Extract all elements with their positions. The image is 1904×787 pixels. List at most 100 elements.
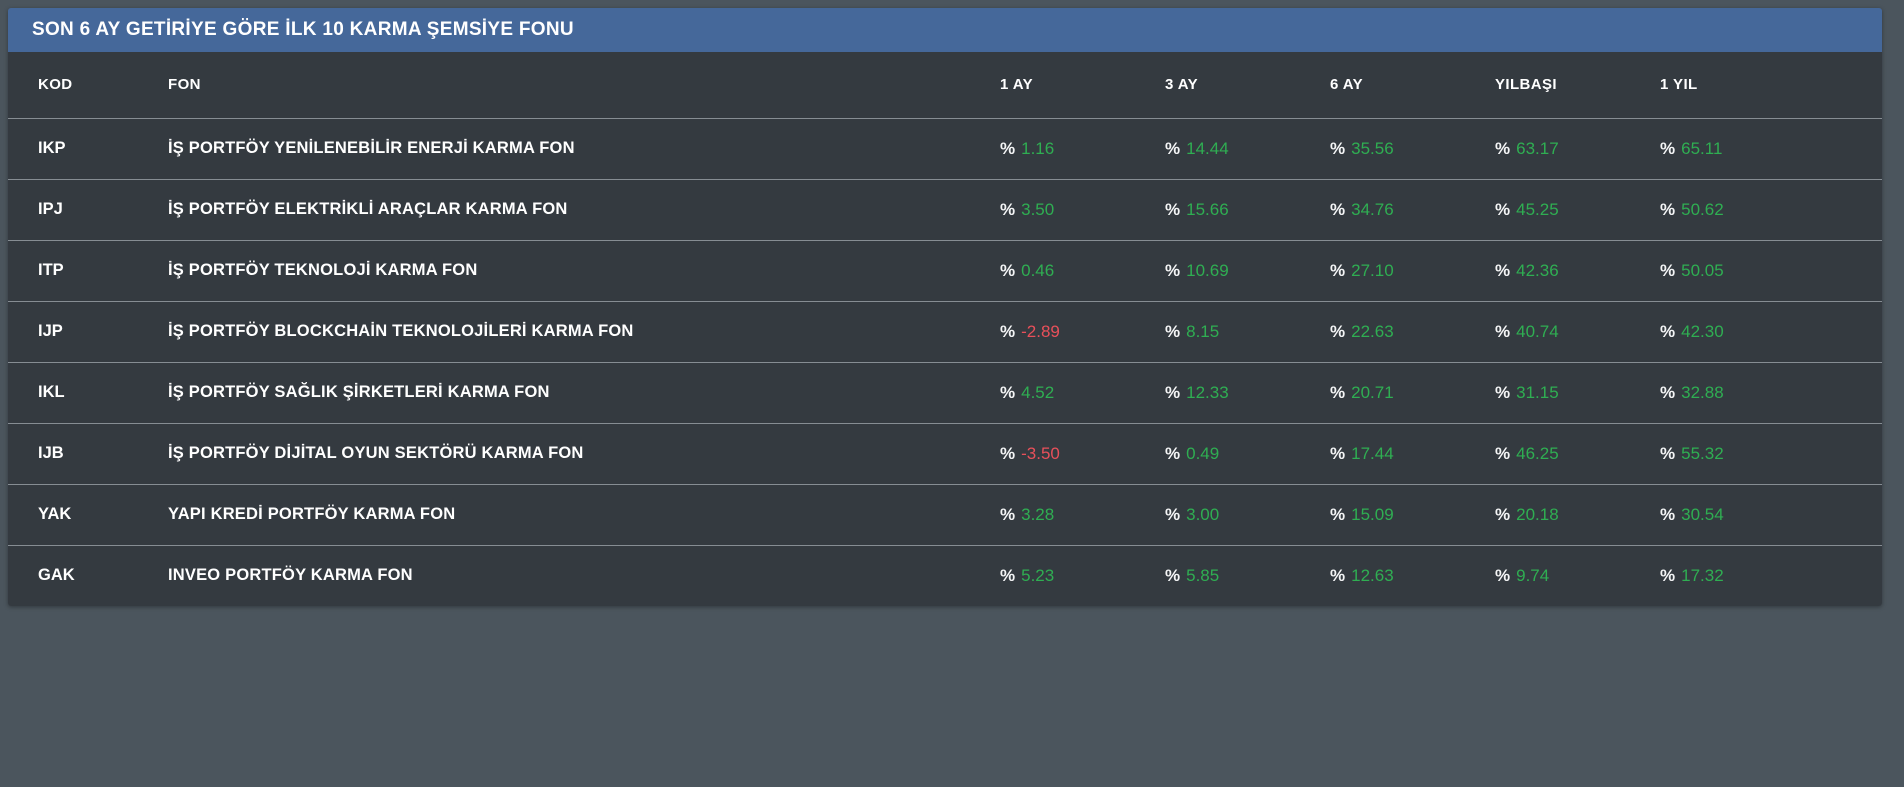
- percent-sign: %: [1495, 138, 1511, 158]
- return-value: 63.17: [1516, 138, 1559, 158]
- return-value-col-0: % 1.16: [1000, 118, 1165, 179]
- return-value: 42.36: [1516, 260, 1559, 280]
- percent-sign: %: [1165, 565, 1181, 585]
- fund-code: IJB: [38, 444, 64, 462]
- table-body: IKP İŞ PORTFÖY YENİLENEBİLİR ENERJİ KARMA…: [8, 118, 1882, 606]
- return-value: 0.49: [1186, 443, 1220, 463]
- return-value-col-3: % 9.74: [1495, 545, 1660, 606]
- return-value-col-0: % 3.50: [1000, 179, 1165, 240]
- header-row: KOD FON 1 AY 3 AY 6 AY YILBAŞI 1 YIL: [8, 52, 1882, 118]
- percent-sign: %: [1660, 260, 1676, 280]
- percent-sign: %: [1495, 321, 1511, 341]
- return-value: 10.69: [1186, 260, 1229, 280]
- percent-sign: %: [1495, 565, 1511, 585]
- return-value: 55.32: [1681, 443, 1724, 463]
- fund-name: İŞ PORTFÖY ELEKTRİKLİ ARAÇLAR KARMA FON: [168, 200, 568, 218]
- table-row[interactable]: IPJ İŞ PORTFÖY ELEKTRİKLİ ARAÇLAR KARMA F…: [8, 179, 1882, 240]
- percent-sign: %: [1330, 321, 1346, 341]
- fund-code: YAK: [38, 505, 72, 523]
- fund-code: IKL: [38, 383, 65, 401]
- return-value: 4.52: [1021, 382, 1055, 402]
- return-value-col-2: % 27.10: [1330, 240, 1495, 301]
- return-value: 50.05: [1681, 260, 1724, 280]
- percent-sign: %: [1000, 260, 1016, 280]
- return-value: 42.30: [1681, 321, 1724, 341]
- return-value: 5.85: [1186, 565, 1220, 585]
- return-value-col-4: % 32.88: [1660, 362, 1882, 423]
- return-value: 34.76: [1351, 199, 1394, 219]
- return-value-col-2: % 22.63: [1330, 301, 1495, 362]
- fund-name: İŞ PORTFÖY SAĞLIK ŞİRKETLERİ KARMA FON: [168, 383, 550, 401]
- return-value-col-3: % 42.36: [1495, 240, 1660, 301]
- return-value: 27.10: [1351, 260, 1394, 280]
- percent-sign: %: [1660, 565, 1676, 585]
- return-value-col-0: % 5.23: [1000, 545, 1165, 606]
- column-header-4: 6 AY: [1330, 76, 1364, 94]
- column-header-2: 1 AY: [1000, 76, 1034, 94]
- percent-sign: %: [1330, 443, 1346, 463]
- return-value: 20.18: [1516, 504, 1559, 524]
- table-row[interactable]: IKL İŞ PORTFÖY SAĞLIK ŞİRKETLERİ KARMA FO…: [8, 362, 1882, 423]
- return-value-col-2: % 12.63: [1330, 545, 1495, 606]
- return-value-col-2: % 15.09: [1330, 484, 1495, 545]
- column-header-6: 1 YIL: [1660, 76, 1698, 94]
- table-row[interactable]: IJB İŞ PORTFÖY DİJİTAL OYUN SEKTÖRÜ KARMA…: [8, 423, 1882, 484]
- return-value-col-4: % 42.30: [1660, 301, 1882, 362]
- table-row[interactable]: GAK INVEO PORTFÖY KARMA FON% 5.23% 5.85% 12.…: [8, 545, 1882, 606]
- return-value: 12.63: [1351, 565, 1394, 585]
- return-value: 40.74: [1516, 321, 1559, 341]
- fund-name: İŞ PORTFÖY DİJİTAL OYUN SEKTÖRÜ KARMA FO…: [168, 444, 584, 462]
- percent-sign: %: [1495, 382, 1511, 402]
- fund-code: GAK: [38, 566, 75, 585]
- return-value-col-1: % 3.00: [1165, 484, 1330, 545]
- return-value: 5.23: [1021, 565, 1055, 585]
- return-value-col-3: % 40.74: [1495, 301, 1660, 362]
- return-value-col-2: % 20.71: [1330, 362, 1495, 423]
- return-value: 22.63: [1351, 321, 1394, 341]
- return-value-col-1: % 15.66: [1165, 179, 1330, 240]
- return-value: 3.28: [1021, 504, 1055, 524]
- return-value: 15.09: [1351, 504, 1394, 524]
- percent-sign: %: [1000, 504, 1016, 524]
- return-value: 9.74: [1516, 565, 1550, 585]
- percent-sign: %: [1330, 138, 1346, 158]
- return-value: 45.25: [1516, 199, 1559, 219]
- fund-code: ITP: [38, 261, 64, 279]
- return-value: -3.50: [1021, 443, 1060, 463]
- return-value: 1.16: [1021, 138, 1055, 158]
- percent-sign: %: [1165, 138, 1181, 158]
- fund-table: KOD FON 1 AY 3 AY 6 AY YILBAŞI 1 YIL IKP İŞ POR…: [8, 52, 1882, 606]
- table-row[interactable]: IKP İŞ PORTFÖY YENİLENEBİLİR ENERJİ KARMA…: [8, 118, 1882, 179]
- return-value-col-4: % 55.32: [1660, 423, 1882, 484]
- percent-sign: %: [1660, 138, 1676, 158]
- percent-sign: %: [1495, 199, 1511, 219]
- return-value-col-3: % 31.15: [1495, 362, 1660, 423]
- return-value-col-1: % 12.33: [1165, 362, 1330, 423]
- return-value-col-0: % 0.46: [1000, 240, 1165, 301]
- return-value: 50.62: [1681, 199, 1724, 219]
- percent-sign: %: [1165, 260, 1181, 280]
- fund-name: İŞ PORTFÖY BLOCKCHAİN TEKNOLOJİLERİ KARM…: [168, 322, 634, 340]
- fund-name: İŞ PORTFÖY TEKNOLOJİ KARMA FON: [168, 261, 478, 279]
- percent-sign: %: [1000, 321, 1016, 341]
- return-value-col-1: % 0.49: [1165, 423, 1330, 484]
- percent-sign: %: [1165, 504, 1181, 524]
- percent-sign: %: [1330, 382, 1346, 402]
- table-row[interactable]: ITP İŞ PORTFÖY TEKNOLOJİ KARMA FON% 0.46% 1…: [8, 240, 1882, 301]
- percent-sign: %: [1660, 199, 1676, 219]
- percent-sign: %: [1660, 504, 1676, 524]
- return-value-col-1: % 14.44: [1165, 118, 1330, 179]
- return-value-col-0: % -3.50: [1000, 423, 1165, 484]
- table-row[interactable]: YAK YAPI KREDİ PORTFÖY KARMA FON% 3.28% 3.0…: [8, 484, 1882, 545]
- percent-sign: %: [1165, 443, 1181, 463]
- return-value-col-3: % 46.25: [1495, 423, 1660, 484]
- table-row[interactable]: IJP İŞ PORTFÖY BLOCKCHAİN TEKNOLOJİLERİ K…: [8, 301, 1882, 362]
- fund-name: YAPI KREDİ PORTFÖY KARMA FON: [168, 505, 456, 523]
- return-value-col-2: % 35.56: [1330, 118, 1495, 179]
- return-value: 17.32: [1681, 565, 1724, 585]
- return-value: 17.44: [1351, 443, 1394, 463]
- percent-sign: %: [1660, 382, 1676, 402]
- return-value-col-4: % 65.11: [1660, 118, 1882, 179]
- return-value-col-4: % 30.54: [1660, 484, 1882, 545]
- fund-returns-panel: SON 6 AY GETİRİYE GÖRE İLK 10 KARMA ŞEMS…: [8, 8, 1882, 606]
